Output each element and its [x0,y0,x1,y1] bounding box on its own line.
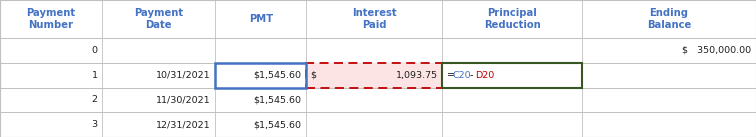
Text: 11/30/2021: 11/30/2021 [156,95,211,104]
Text: 10/31/2021: 10/31/2021 [156,71,211,80]
Text: Ending
Balance: Ending Balance [647,8,691,30]
Text: $1,545.60: $1,545.60 [254,71,302,80]
Text: Principal
Reduction: Principal Reduction [484,8,541,30]
Text: D20: D20 [475,71,494,80]
Text: $   350,000.00: $ 350,000.00 [683,46,751,55]
Text: $: $ [311,71,317,80]
Bar [442,63,582,88]
Text: 2: 2 [91,95,98,104]
Text: Interest
Paid: Interest Paid [352,8,397,30]
Text: C20: C20 [452,71,471,80]
Bar [306,63,442,88]
Text: $1,545.60: $1,545.60 [254,120,302,129]
Text: $1,545.60: $1,545.60 [254,95,302,104]
Text: 12/31/2021: 12/31/2021 [156,120,211,129]
Text: -: - [469,71,472,80]
Text: 1,093.75: 1,093.75 [395,71,438,80]
Text: Payment
Number: Payment Number [26,8,76,30]
Text: 1: 1 [91,71,98,80]
Text: PMT: PMT [249,14,273,24]
Text: =: = [447,71,455,80]
Text: 3: 3 [91,120,98,129]
Bar [306,63,442,88]
Text: 0: 0 [91,46,98,55]
Text: Payment
Date: Payment Date [135,8,183,30]
Bar [215,63,306,88]
